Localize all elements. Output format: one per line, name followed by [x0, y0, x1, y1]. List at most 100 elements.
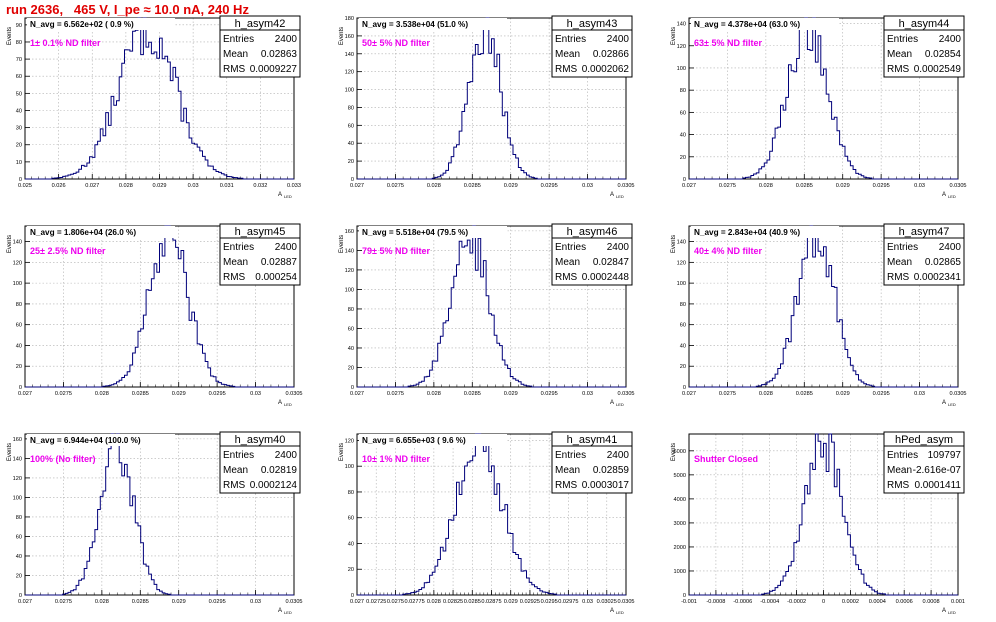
y-tick-label: 80 [680, 88, 686, 94]
x-tick-label: 0.029 [153, 183, 167, 189]
x-tick-label: 0.031 [220, 183, 234, 189]
stats-label: Mean [887, 49, 912, 60]
y-tick-label: 80 [16, 515, 22, 521]
navg-box [359, 226, 507, 238]
x-tick-label: 0.0295 [541, 183, 558, 189]
y-tick-label: 0 [683, 177, 686, 183]
x-tick-label: 0.033 [287, 183, 301, 189]
y-tick-label: 160 [345, 34, 354, 40]
x-axis-title: A [278, 400, 282, 406]
x-axis-title-sub: LED [948, 610, 956, 615]
filter-label: 50± 5% ND filter [362, 38, 430, 48]
stats-value: 0.0001411 [914, 480, 961, 491]
x-tick-label: 0.03025 [597, 599, 617, 605]
stats-box [551, 15, 633, 78]
y-tick-label: 60 [348, 123, 354, 129]
filter-label: 79± 5% ND filter [362, 246, 430, 256]
histogram-line [689, 433, 958, 596]
y-tick-label: 100 [345, 287, 354, 293]
stats-label: Mean [887, 465, 912, 476]
navg-label: N_avg = 6.944e+04 (100.0 %) [30, 436, 141, 445]
stats-label: RMS [887, 272, 910, 283]
y-axis-title: Events [7, 27, 13, 45]
navg-label: N_avg = 1.806e+04 (26.0 %) [30, 228, 136, 237]
stats-label: Mean [555, 257, 580, 268]
stats-box [883, 223, 965, 286]
run-title: run 2636, 465 V, I_pe ≈ 10.0 nA, 240 Hz [6, 2, 249, 17]
x-axis-title: A [278, 192, 282, 198]
navg-box [691, 226, 839, 238]
filter-label: Shutter Closed [694, 454, 758, 464]
stats-label: RMS [887, 480, 910, 491]
stats-label: RMS [555, 480, 578, 491]
stats-label: Entries [223, 34, 254, 45]
stats-value: 0.0002341 [914, 272, 962, 283]
x-tick-label: 0.0295 [541, 599, 558, 605]
stats-label: Entries [223, 242, 254, 253]
y-tick-label: 100 [677, 66, 686, 72]
navg-label: N_avg = 5.518e+04 (79.5 %) [362, 228, 468, 237]
x-tick-label: 0.0275 [55, 391, 72, 397]
stats-title: h_asym42 [235, 18, 286, 30]
stats-box [883, 15, 965, 78]
y-tick-label: 40 [16, 554, 22, 560]
x-tick-label: 0.027 [18, 599, 32, 605]
y-tick-label: 0 [683, 593, 686, 599]
y-tick-label: 80 [680, 302, 686, 308]
x-tick-label: 0.029 [504, 599, 518, 605]
x-tick-label: 0.029 [172, 599, 186, 605]
x-tick-label: 0.0275 [719, 183, 736, 189]
y-axis-title: Events [671, 27, 677, 45]
x-axis-title-sub: LED [948, 402, 956, 407]
x-tick-label: 0.03 [250, 391, 261, 397]
x-tick-label: 0.028 [95, 391, 109, 397]
navg-box [27, 434, 175, 446]
stats-title: h_asym45 [235, 226, 286, 238]
stats-value: 2400 [275, 242, 298, 253]
stats-label: Mean [223, 257, 248, 268]
y-tick-label: 2000 [674, 545, 686, 551]
x-tick-label: 0.029 [504, 391, 518, 397]
y-tick-label: 120 [345, 70, 354, 76]
stats-value: 0.02847 [593, 257, 630, 268]
x-tick-label: 0.03 [582, 599, 593, 605]
y-tick-label: 0 [351, 385, 354, 391]
stats-title: h_asym41 [567, 434, 618, 446]
x-tick-label: -0.001 [681, 599, 697, 605]
x-tick-label: 0.0006 [896, 599, 913, 605]
x-axis-title: A [278, 608, 282, 614]
stats-box [551, 431, 633, 494]
x-axis-title: A [610, 608, 614, 614]
y-tick-label: 40 [348, 141, 354, 147]
y-axis-title: Events [339, 235, 345, 253]
x-tick-label: 0.0275 [719, 391, 736, 397]
stats-value: 2400 [275, 450, 298, 461]
x-tick-label: 0.0305 [949, 391, 966, 397]
stats-label: Mean [887, 257, 912, 268]
panel-h_asym46: 0.027 0.0275 0.028 0.0285 0.029 0.0295 0.03 0.0… [339, 223, 635, 407]
histogram-line [25, 17, 294, 180]
y-tick-label: 40 [16, 108, 22, 114]
x-tick-label: 0.0305 [617, 183, 634, 189]
x-tick-label: 0.001 [951, 599, 965, 605]
x-axis-title-sub: LED [616, 194, 624, 199]
x-tick-label: 0.0295 [209, 391, 226, 397]
stats-value: 0.0002448 [582, 272, 630, 283]
stats-value: 0.0003017 [582, 480, 630, 491]
navg-label: N_avg = 6.655e+03 ( 9.6 %) [362, 436, 466, 445]
y-tick-label: 70 [16, 57, 22, 63]
y-tick-label: 40 [348, 541, 354, 547]
x-tick-label: 0.027 [350, 599, 364, 605]
x-tick-label: 0.029 [836, 183, 850, 189]
y-tick-label: 140 [13, 240, 22, 246]
stats-value: 2400 [607, 450, 630, 461]
stats-value: 0.02866 [593, 49, 630, 60]
stats-label: Entries [887, 34, 918, 45]
stats-value: 0.0002549 [914, 64, 962, 75]
y-tick-label: 40 [16, 343, 22, 349]
y-tick-label: 0 [19, 593, 22, 599]
y-tick-label: 0 [19, 177, 22, 183]
x-tick-label: 0.03 [914, 391, 925, 397]
stats-value: 2400 [607, 242, 630, 253]
